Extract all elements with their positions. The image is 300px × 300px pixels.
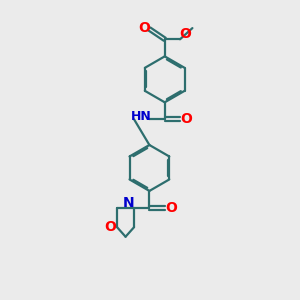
Text: O: O <box>138 20 150 34</box>
Text: N: N <box>123 196 135 210</box>
Text: O: O <box>181 112 192 126</box>
Text: O: O <box>105 220 116 234</box>
Text: O: O <box>165 201 177 215</box>
Text: O: O <box>179 27 191 41</box>
Text: HN: HN <box>131 110 152 123</box>
